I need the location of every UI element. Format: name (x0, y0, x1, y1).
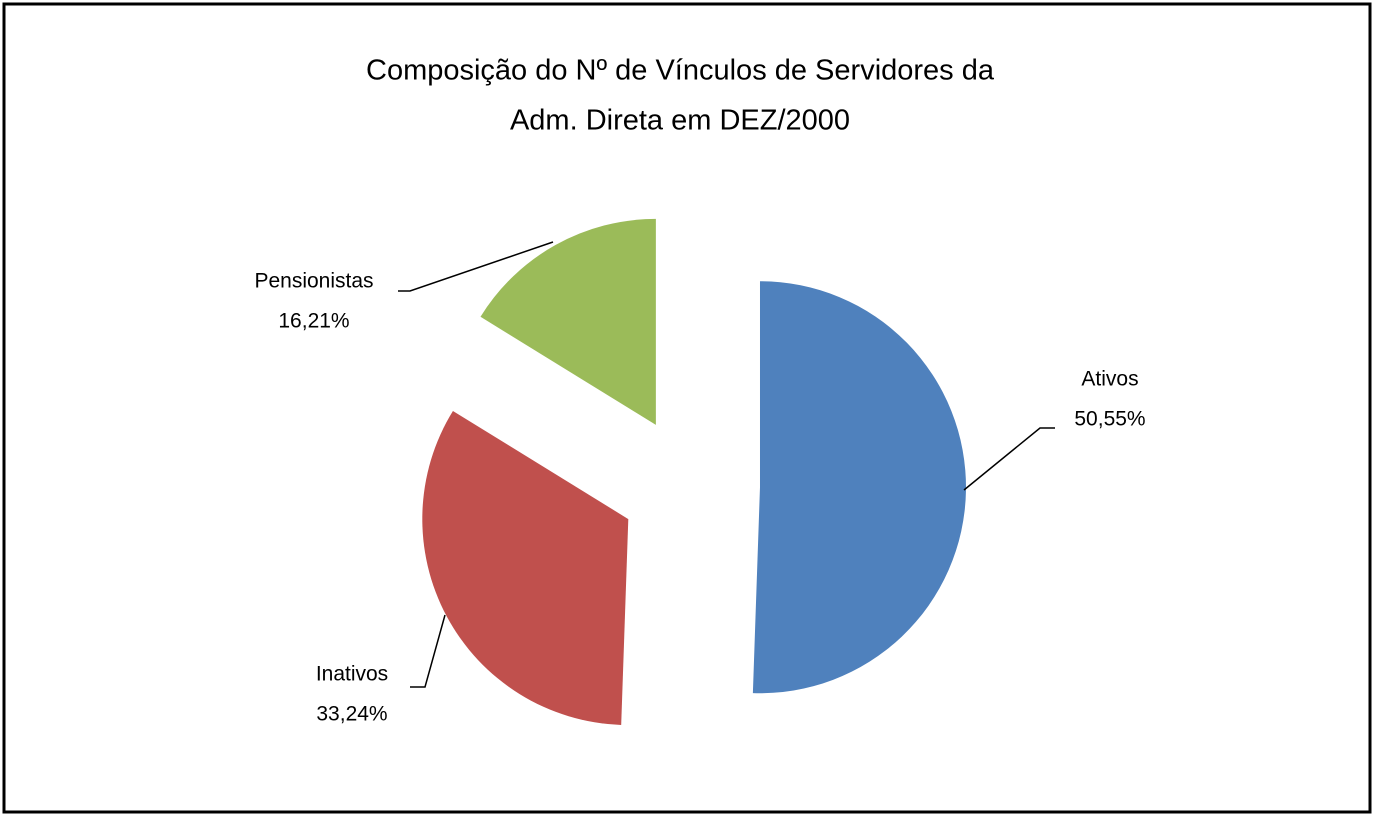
slice-value-label: 16,21% (278, 310, 349, 333)
pie-slice (752, 281, 966, 694)
pie-slice (480, 218, 656, 425)
chart-title: Composição do Nº de Vínculos de Servidor… (366, 55, 995, 87)
slice-label: Ativos (1081, 368, 1138, 391)
leader-line (963, 427, 1055, 491)
chart-title: Adm. Direta em DEZ/2000 (510, 105, 850, 137)
slice-label: Pensionistas (254, 270, 373, 293)
leader-line (398, 241, 554, 292)
pie-slice (422, 410, 629, 725)
slice-label: Inativos (316, 663, 388, 686)
slice-value-label: 50,55% (1074, 408, 1145, 431)
leader-line (410, 614, 446, 688)
slice-value-label: 33,24% (316, 703, 387, 726)
